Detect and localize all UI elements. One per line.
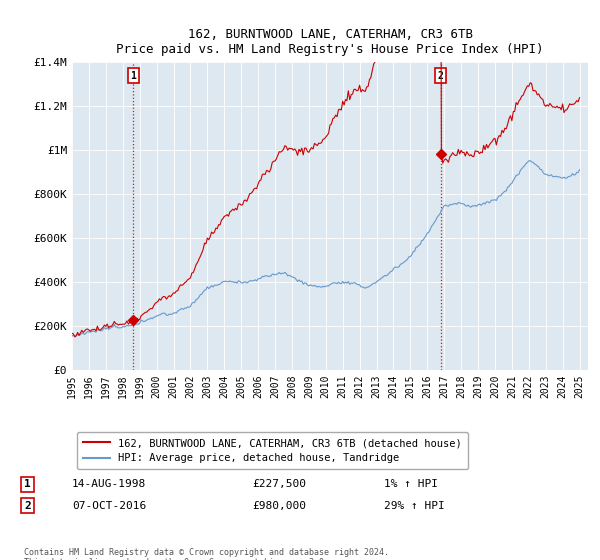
Text: 07-OCT-2016: 07-OCT-2016 [72, 501, 146, 511]
Text: 1% ↑ HPI: 1% ↑ HPI [384, 479, 438, 489]
Text: 14-AUG-1998: 14-AUG-1998 [72, 479, 146, 489]
Text: 29% ↑ HPI: 29% ↑ HPI [384, 501, 445, 511]
Text: 1: 1 [130, 71, 136, 81]
Text: 1: 1 [24, 479, 31, 489]
Legend: 162, BURNTWOOD LANE, CATERHAM, CR3 6TB (detached house), HPI: Average price, det: 162, BURNTWOOD LANE, CATERHAM, CR3 6TB (… [77, 432, 468, 469]
Text: £980,000: £980,000 [252, 501, 306, 511]
Text: Contains HM Land Registry data © Crown copyright and database right 2024.
This d: Contains HM Land Registry data © Crown c… [24, 548, 389, 560]
Text: 2: 2 [24, 501, 31, 511]
Title: 162, BURNTWOOD LANE, CATERHAM, CR3 6TB
Price paid vs. HM Land Registry's House P: 162, BURNTWOOD LANE, CATERHAM, CR3 6TB P… [116, 28, 544, 56]
Text: £227,500: £227,500 [252, 479, 306, 489]
Text: 2: 2 [438, 71, 443, 81]
